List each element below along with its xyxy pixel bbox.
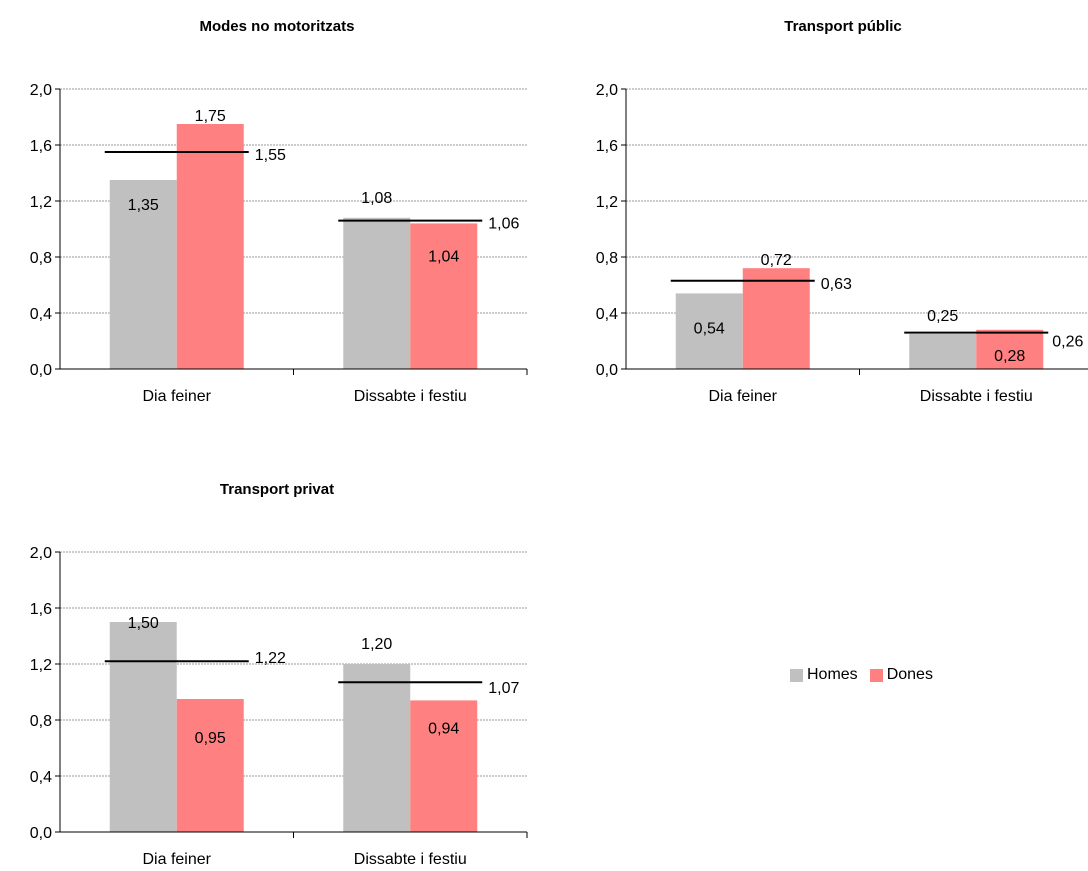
y-tick-label-no-motoritzats: 2,0	[30, 82, 52, 99]
y-tick-label-transport-public: 2,0	[596, 82, 618, 99]
bar-homes-transport-privat	[109, 622, 177, 832]
y-tick-label-transport-public: 1,2	[596, 194, 618, 211]
legend-swatch-homes	[790, 668, 803, 682]
y-tick-label-transport-public: 0,0	[596, 362, 618, 379]
y-tick-label-no-motoritzats: 1,2	[30, 194, 52, 211]
y-tick-label-no-motoritzats: 1,6	[30, 138, 52, 155]
y-tick-label-transport-privat: 0,4	[30, 769, 52, 786]
data-label-homes-no-motoritzats: 1,08	[361, 190, 392, 207]
bar-dones-no-motoritzats	[410, 223, 478, 369]
bar-dones-no-motoritzats	[176, 124, 244, 369]
legend-swatch-dones	[869, 668, 883, 682]
chart-title-no-motoritzats: Modes no motoritzats	[199, 18, 354, 35]
x-category-label-transport-privat: Dissabte i festiu	[354, 851, 467, 868]
data-label-average-transport-privat: 1,07	[488, 680, 519, 697]
chart-title-transport-public: Transport públic	[784, 18, 902, 35]
y-tick-label-transport-privat: 0,0	[30, 825, 52, 842]
data-label-dones-transport-public: 0,28	[994, 348, 1025, 365]
data-label-average-transport-public: 0,63	[821, 276, 852, 293]
data-label-dones-no-motoritzats: 1,75	[195, 108, 226, 125]
y-tick-label-no-motoritzats: 0,0	[30, 362, 52, 379]
bar-dones-transport-privat	[176, 699, 244, 832]
x-category-label-transport-public: Dia feiner	[709, 388, 778, 405]
legend-label-homes: Homes	[807, 666, 858, 683]
data-label-dones-transport-public: 0,72	[761, 252, 792, 269]
data-label-average-no-motoritzats: 1,55	[255, 147, 286, 164]
y-tick-label-transport-public: 0,8	[596, 250, 618, 267]
y-tick-label-transport-privat: 1,6	[30, 601, 52, 618]
x-category-label-transport-public: Dissabte i festiu	[920, 388, 1033, 405]
legend-item-homes: Homes	[790, 666, 858, 684]
data-label-average-transport-privat: 1,22	[255, 650, 286, 667]
bar-homes-no-motoritzats	[343, 217, 411, 369]
data-label-dones-transport-privat: 0,95	[195, 730, 226, 747]
bar-homes-transport-public	[675, 293, 743, 369]
data-label-homes-transport-privat: 1,50	[128, 615, 159, 632]
x-category-label-no-motoritzats: Dia feiner	[143, 388, 212, 405]
bar-homes-transport-public	[909, 334, 977, 369]
x-category-label-transport-privat: Dia feiner	[143, 851, 212, 868]
data-label-homes-no-motoritzats: 1,35	[128, 197, 159, 214]
y-tick-label-transport-privat: 0,8	[30, 713, 52, 730]
y-tick-label-transport-public: 1,6	[596, 138, 618, 155]
bar-homes-transport-privat	[343, 664, 411, 832]
y-tick-label-no-motoritzats: 0,4	[30, 306, 52, 323]
legend-label-dones: Dones	[886, 666, 933, 683]
data-label-average-no-motoritzats: 1,06	[488, 216, 519, 233]
data-label-average-transport-public: 0,26	[1052, 334, 1083, 351]
bar-dones-transport-privat	[410, 700, 478, 832]
bar-dones-transport-public	[742, 268, 810, 369]
bar-homes-no-motoritzats	[109, 180, 177, 369]
chart-title-transport-privat: Transport privat	[220, 481, 334, 498]
bar-dones-transport-public	[976, 329, 1044, 369]
data-label-homes-transport-public: 0,25	[927, 308, 958, 325]
legend-item-dones: Dones	[869, 666, 933, 684]
y-tick-label-transport-privat: 2,0	[30, 545, 52, 562]
legend: Homes Dones	[790, 666, 945, 684]
data-label-homes-transport-public: 0,54	[694, 320, 725, 337]
y-tick-label-no-motoritzats: 0,8	[30, 250, 52, 267]
data-label-dones-no-motoritzats: 1,04	[428, 248, 459, 265]
data-label-dones-transport-privat: 0,94	[428, 720, 459, 737]
y-tick-label-transport-public: 0,4	[596, 306, 618, 323]
data-label-homes-transport-privat: 1,20	[361, 636, 392, 653]
y-tick-label-transport-privat: 1,2	[30, 657, 52, 674]
x-category-label-no-motoritzats: Dissabte i festiu	[354, 388, 467, 405]
